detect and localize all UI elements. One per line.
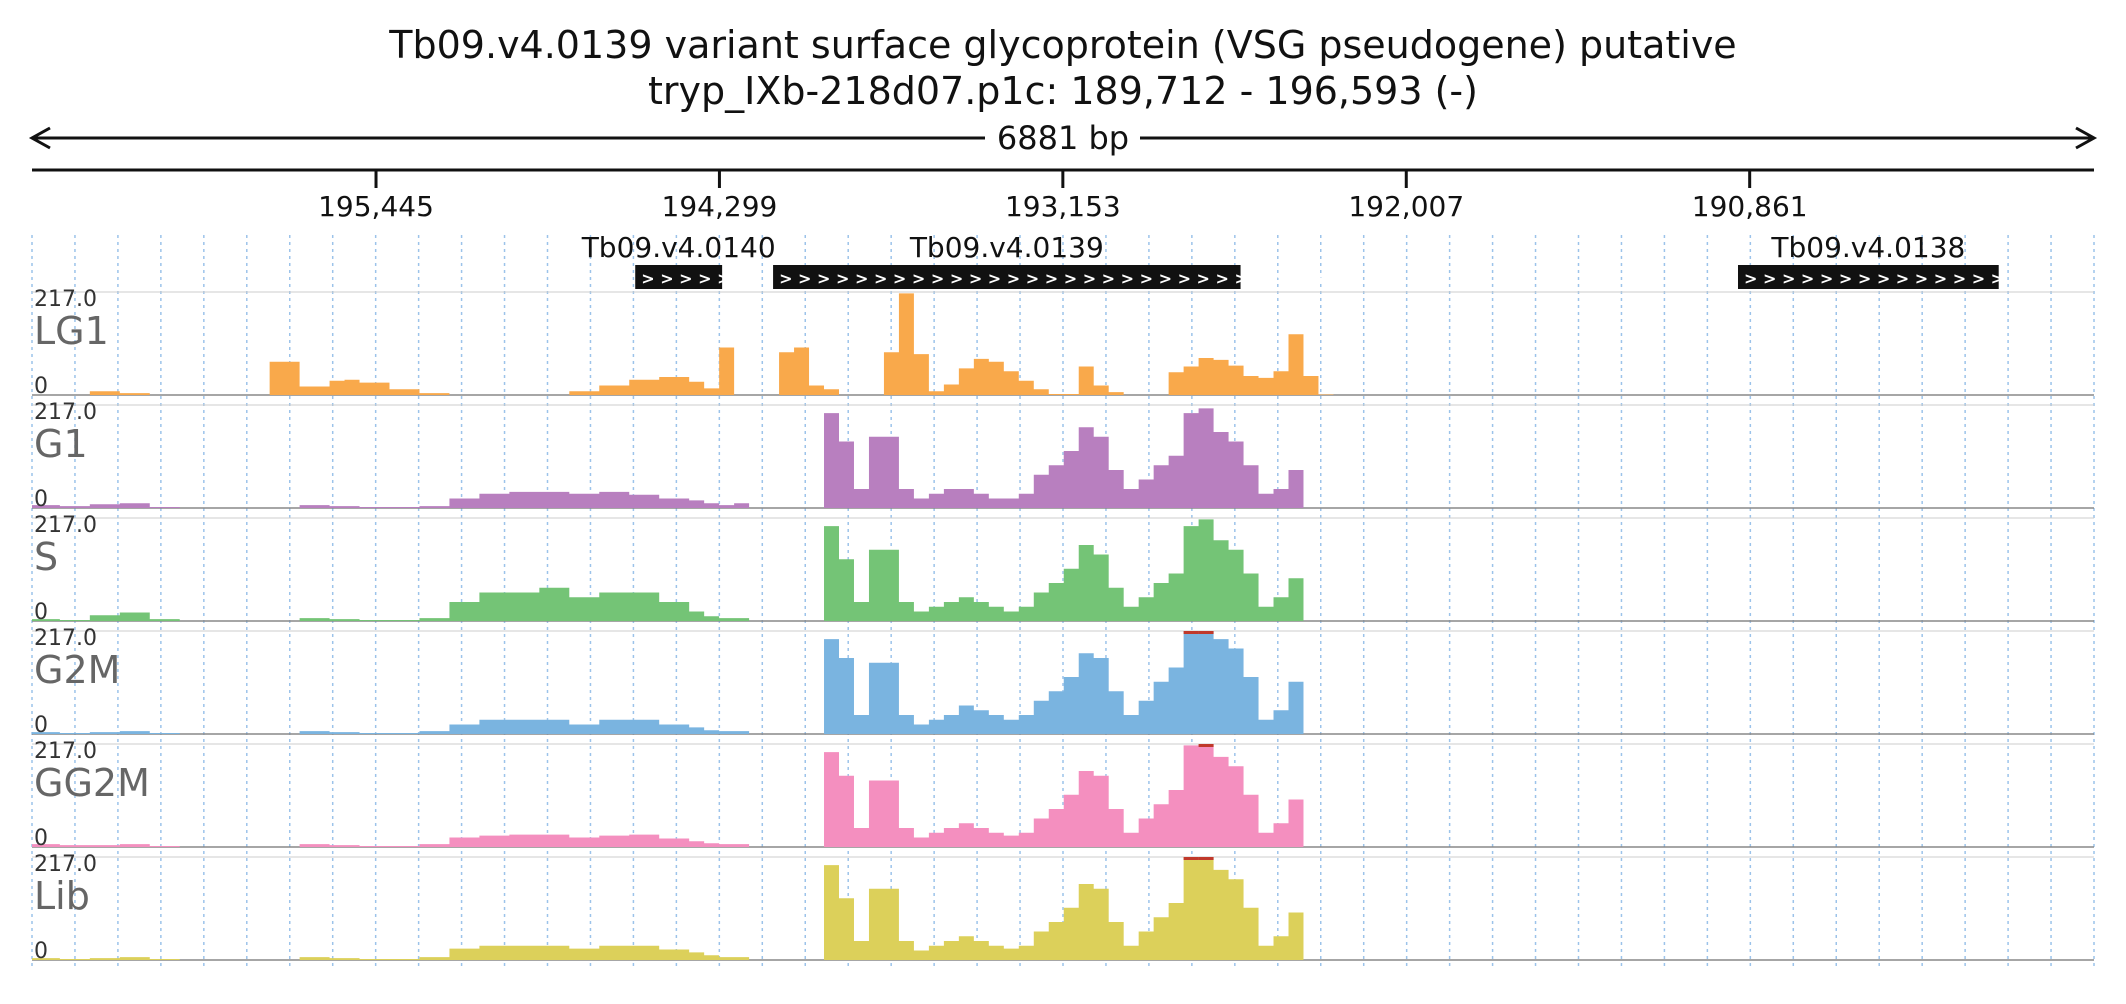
coverage-area xyxy=(32,631,2094,734)
gene-strand-arrows: > > > > > > > > > > > > > > > > > > > > … xyxy=(779,269,1381,288)
track-ymax-label: 217.0 xyxy=(34,852,97,877)
coverage-area xyxy=(32,293,2094,395)
track-ymax-label: 217.0 xyxy=(34,513,97,538)
coverage-tracks: 217.00LG1217.00G1217.00S217.00G2M217.00G… xyxy=(32,287,2094,964)
coverage-area xyxy=(32,857,2094,960)
track-ymax-label: 217.0 xyxy=(34,400,97,425)
x-tick-label: 194,299 xyxy=(662,190,778,223)
x-tick-label: 195,445 xyxy=(318,190,434,223)
track-name: GG2M xyxy=(34,761,150,805)
gene-bar[interactable] xyxy=(1737,265,1999,289)
x-tick-label: 192,007 xyxy=(1348,190,1464,223)
track-ymin-label: 0 xyxy=(34,713,48,738)
gene-feature[interactable]: > > > > > > > > > > > > > > > > > > > > … xyxy=(773,231,1381,289)
clip-marker xyxy=(1183,857,1199,860)
gene-label: Tb09.v4.0138 xyxy=(1770,231,1965,264)
track-ymin-label: 0 xyxy=(34,600,48,625)
track-s: 217.0 0 S xyxy=(32,513,2094,625)
coverage-area xyxy=(32,744,2094,847)
gene-strand-arrows: > > > > > xyxy=(641,269,730,288)
track-ymin-label: 0 xyxy=(34,487,48,512)
track-name: LG1 xyxy=(34,309,109,353)
gene-track: > > > > >Tb09.v4.0140> > > > > > > > > >… xyxy=(581,231,2061,289)
x-tick-label: 193,153 xyxy=(1005,190,1121,223)
chart-subtitle: tryp_IXb-218d07.p1c: 189,712 - 196,593 (… xyxy=(648,69,1478,113)
coverage-area xyxy=(32,408,2094,508)
track-name: G1 xyxy=(34,422,88,466)
track-ymin-label: 0 xyxy=(34,374,48,399)
span-arrow: 6881 bp xyxy=(28,119,2098,157)
gene-label: Tb09.v4.0140 xyxy=(581,231,776,264)
gene-feature[interactable]: > > > > > Tb09.v4.0140 xyxy=(581,231,776,289)
gene-bar[interactable] xyxy=(773,265,1241,289)
track-ymax-label: 217.0 xyxy=(34,626,97,651)
gene-bar[interactable] xyxy=(635,265,723,289)
track-ymin-label: 0 xyxy=(34,826,48,851)
clip-marker xyxy=(1183,631,1199,634)
track-ymax-label: 217.0 xyxy=(34,287,97,312)
gene-strand-arrows: > > > > > > > > > > > > > > > > > xyxy=(1744,269,2061,288)
span-length-label: 6881 bp xyxy=(997,119,1129,157)
track-g1: 217.0 0 G1 xyxy=(32,400,2094,512)
track-ymax-label: 217.0 xyxy=(34,739,97,764)
coverage-area xyxy=(32,519,2094,621)
track-name: Lib xyxy=(34,874,90,918)
track-g2m: 217.0 0 G2M xyxy=(32,626,2094,738)
clip-marker xyxy=(1198,744,1214,747)
clip-marker xyxy=(1198,857,1214,860)
chart-title: Tb09.v4.0139 variant surface glycoprotei… xyxy=(388,23,1736,67)
track-name: S xyxy=(34,535,58,579)
x-tick-label: 190,861 xyxy=(1692,190,1808,223)
track-ymin-label: 0 xyxy=(34,939,48,964)
gene-label: Tb09.v4.0139 xyxy=(909,231,1104,264)
x-axis-ticks: 195,445 194,299 193,153 192,007 190,861 xyxy=(318,170,1808,223)
track-lib: 217.0 0 Lib xyxy=(32,852,2094,964)
gene-feature[interactable]: > > > > > > > > > > > > > > > > > Tb09.v4… xyxy=(1737,231,2061,289)
track-gg2m: 217.0 0 GG2M xyxy=(32,739,2094,851)
track-lg1: 217.0 0 LG1 xyxy=(32,287,2094,399)
track-name: G2M xyxy=(34,648,120,692)
clip-marker xyxy=(1198,631,1214,634)
